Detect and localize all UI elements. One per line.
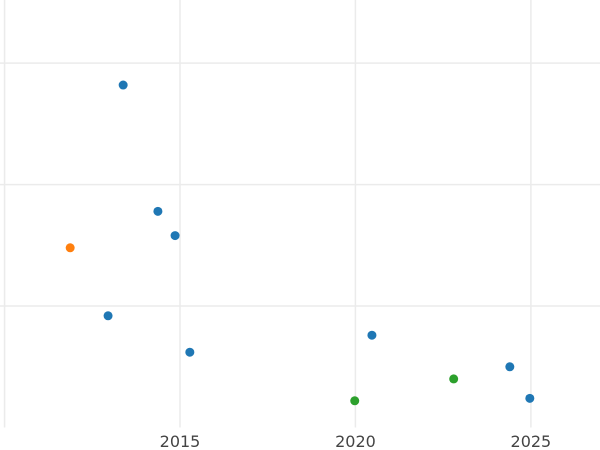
data-points: [65, 80, 535, 406]
data-point-blue: [367, 330, 377, 340]
data-point-blue: [153, 206, 163, 216]
data-point-blue: [103, 311, 113, 321]
x-tick-label: 2020: [335, 432, 376, 450]
data-point-orange: [65, 243, 75, 253]
data-point-blue: [118, 80, 128, 90]
data-point-green: [350, 396, 360, 406]
data-point-blue: [185, 347, 195, 357]
data-point-blue: [505, 362, 515, 372]
data-point-green: [449, 374, 459, 384]
x-tick-label: 2025: [511, 432, 552, 450]
x-tick-label: 2015: [160, 432, 201, 450]
data-point-blue: [525, 393, 535, 403]
tick-labels: 2015 2020 2025: [160, 432, 552, 450]
gridlines: [0, 0, 600, 428]
data-point-blue: [170, 231, 180, 241]
